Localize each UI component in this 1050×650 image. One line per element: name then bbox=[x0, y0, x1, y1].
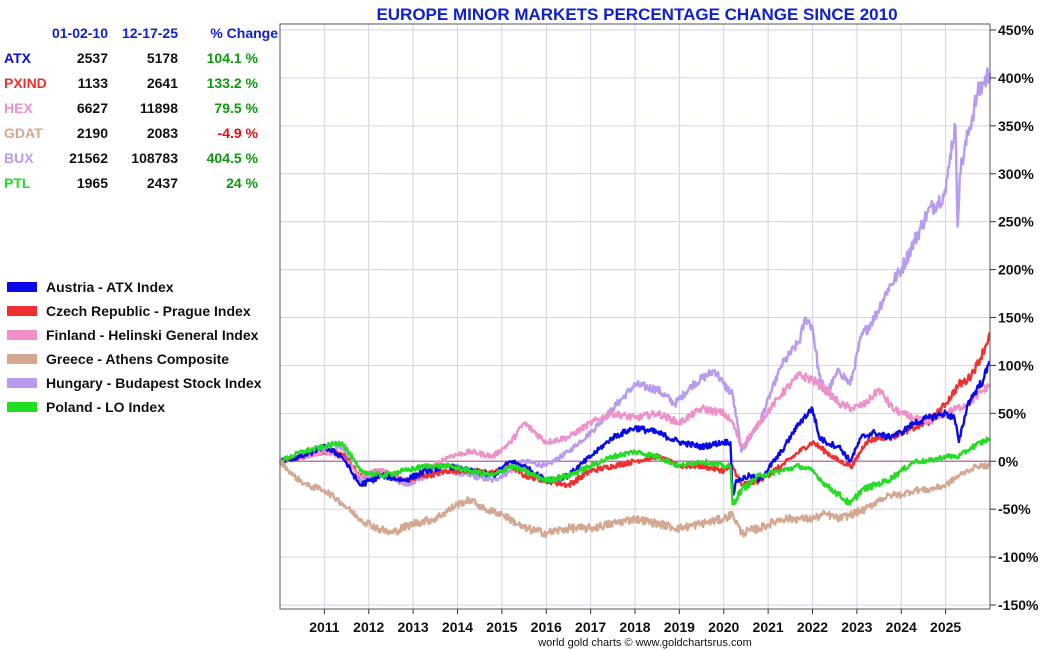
chart-credit: world gold charts © www.goldchartsrus.co… bbox=[537, 637, 752, 649]
table-pct-change: 104.1 % bbox=[207, 50, 259, 66]
legend-swatch bbox=[7, 354, 37, 364]
x-tick-label: 2019 bbox=[664, 619, 695, 635]
series-line-austria-atx-index bbox=[279, 360, 991, 496]
y-tick-label: 250% bbox=[998, 214, 1034, 230]
table-pct-change: 79.5 % bbox=[214, 100, 258, 116]
y-axis: 450% 400% 350% 300% 250% 200% 150% 100% 50% 0% -50… bbox=[990, 22, 1039, 613]
series-line-greece-athens-composite bbox=[278, 458, 992, 539]
x-tick-label: 2021 bbox=[753, 619, 784, 635]
table-start-value: 2190 bbox=[77, 125, 108, 141]
table-end-value: 5178 bbox=[147, 50, 178, 66]
y-tick-label: 200% bbox=[998, 262, 1034, 278]
table-pct-change: 133.2 % bbox=[207, 75, 259, 91]
grid bbox=[280, 24, 990, 609]
x-tick-label: 2015 bbox=[486, 619, 517, 635]
table-code: GDAT bbox=[4, 125, 43, 141]
legend-label: Hungary - Budapest Stock Index bbox=[46, 375, 262, 391]
legend-swatch bbox=[7, 378, 37, 388]
x-tick-label: 2025 bbox=[930, 619, 961, 635]
legend-swatch bbox=[7, 282, 37, 292]
table-pct-change: 404.5 % bbox=[207, 150, 259, 166]
legend-swatch bbox=[7, 402, 37, 412]
legend-label: Austria - ATX Index bbox=[46, 279, 174, 295]
legend-label: Finland - Helinski General Index bbox=[46, 327, 259, 343]
table-header: % Change bbox=[210, 25, 278, 41]
table-end-value: 2641 bbox=[147, 75, 178, 91]
table-code: PXIND bbox=[4, 75, 47, 91]
table-pct-change: -4.9 % bbox=[218, 125, 259, 141]
summary-table: 01-02-10 12-17-25 % Change ATX 2537 5178 104.1… bbox=[4, 25, 278, 191]
x-tick-label: 2014 bbox=[442, 619, 473, 635]
series-group bbox=[278, 67, 992, 539]
series-line-hungary-budapest-stock-index bbox=[279, 67, 992, 487]
table-end-value: 2437 bbox=[147, 175, 178, 191]
x-tick-label: 2018 bbox=[619, 619, 650, 635]
table-start-value: 1133 bbox=[78, 75, 109, 91]
chart-title: EUROPE MINOR MARKETS PERCENTAGE CHANGE S… bbox=[376, 5, 897, 24]
table-start-value: 2537 bbox=[77, 50, 108, 66]
table-code: HEX bbox=[4, 100, 33, 116]
table-start-value: 6627 bbox=[77, 100, 108, 116]
y-tick-label: 350% bbox=[998, 118, 1034, 134]
table-end-value: 108783 bbox=[131, 150, 178, 166]
y-tick-label: 300% bbox=[998, 166, 1034, 182]
x-tick-label: 2012 bbox=[353, 619, 384, 635]
y-tick-label: -50% bbox=[998, 501, 1031, 517]
legend: Austria - ATX Index Czech Republic - Prag… bbox=[7, 279, 262, 415]
y-tick-label: 0% bbox=[998, 453, 1019, 469]
y-tick-label: 450% bbox=[998, 22, 1034, 38]
legend-swatch bbox=[7, 306, 37, 316]
legend-label: Greece - Athens Composite bbox=[46, 351, 229, 367]
series-line-poland-lo-index bbox=[278, 436, 991, 506]
x-tick-label: 2024 bbox=[886, 619, 917, 635]
y-tick-label: 150% bbox=[998, 310, 1034, 326]
table-header: 01-02-10 bbox=[52, 25, 108, 41]
x-tick-label: 2011 bbox=[309, 619, 340, 635]
table-header: 12-17-25 bbox=[122, 25, 178, 41]
x-tick-label: 2016 bbox=[531, 619, 562, 635]
series-line-finland-helinski-general-index bbox=[278, 370, 992, 484]
y-tick-label: 100% bbox=[998, 357, 1034, 373]
x-tick-label: 2020 bbox=[708, 619, 739, 635]
table-code: BUX bbox=[4, 150, 34, 166]
table-end-value: 11898 bbox=[140, 100, 178, 116]
table-code: ATX bbox=[4, 50, 32, 66]
y-tick-label: 400% bbox=[998, 70, 1034, 86]
table-code: PTL bbox=[4, 175, 31, 191]
y-tick-label: -100% bbox=[998, 549, 1039, 565]
x-tick-label: 2022 bbox=[797, 619, 828, 635]
legend-swatch bbox=[7, 330, 37, 340]
y-tick-label: 50% bbox=[998, 405, 1027, 421]
x-tick-label: 2017 bbox=[575, 619, 606, 635]
table-end-value: 2083 bbox=[147, 125, 178, 141]
x-axis: 2011 2012 2013 2014 2015 2016 2017 2018 2019 2020… bbox=[309, 609, 961, 635]
legend-label: Czech Republic - Prague Index bbox=[46, 303, 251, 319]
table-start-value: 21562 bbox=[69, 150, 108, 166]
x-tick-label: 2013 bbox=[398, 619, 429, 635]
table-start-value: 1965 bbox=[77, 175, 108, 191]
table-pct-change: 24 % bbox=[226, 175, 258, 191]
x-tick-label: 2023 bbox=[841, 619, 872, 635]
y-tick-label: -150% bbox=[998, 597, 1039, 613]
legend-label: Poland - LO Index bbox=[46, 399, 165, 415]
